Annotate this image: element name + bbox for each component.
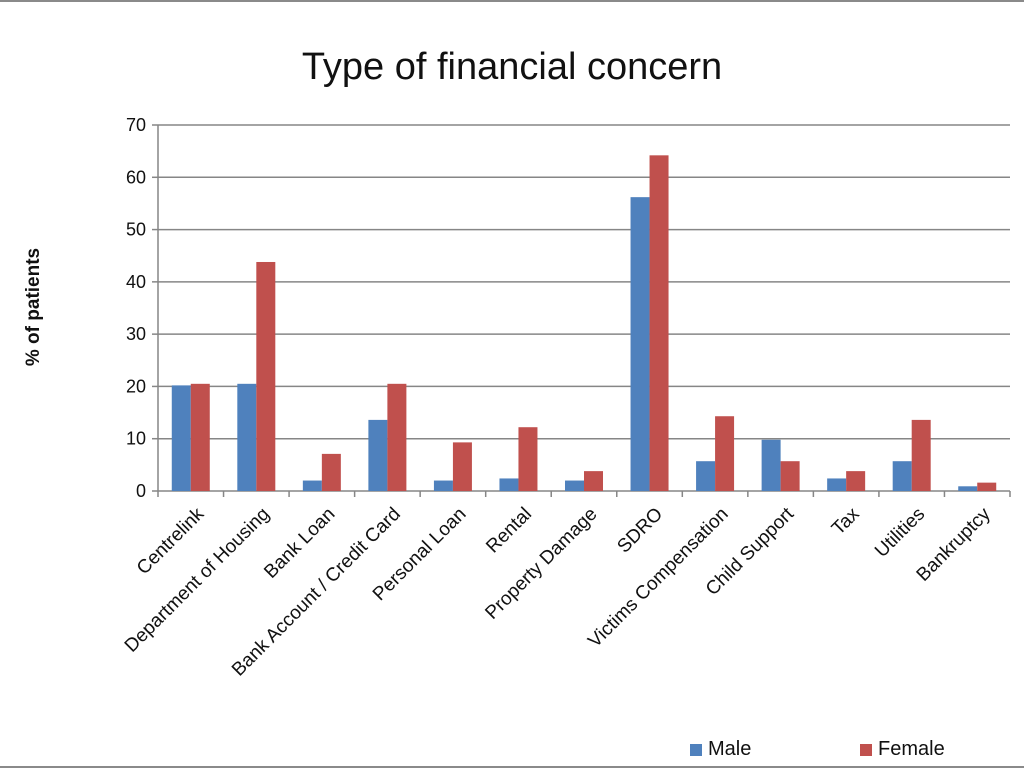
bar-male bbox=[302, 480, 322, 491]
bar-female bbox=[452, 442, 472, 491]
chart-title: Type of financial concern bbox=[301, 46, 723, 88]
bar-female bbox=[911, 419, 931, 491]
legend-label: Male bbox=[708, 738, 752, 760]
y-tick-label: 30 bbox=[126, 324, 146, 344]
bar-female bbox=[321, 453, 341, 491]
bar-male bbox=[761, 439, 781, 491]
y-tick-label: 60 bbox=[126, 167, 146, 187]
y-tick-label: 0 bbox=[136, 481, 146, 501]
category-label: Property Damage bbox=[481, 504, 601, 624]
bar-male bbox=[565, 480, 584, 491]
y-tick-label: 20 bbox=[126, 376, 146, 396]
bar-female bbox=[256, 261, 276, 491]
bar-male bbox=[630, 197, 650, 491]
y-tick-label: 70 bbox=[126, 115, 146, 135]
bar-male bbox=[499, 478, 519, 491]
bar-female bbox=[715, 416, 735, 491]
bar-male bbox=[958, 486, 978, 491]
y-tick-label: 10 bbox=[126, 429, 146, 449]
legend-swatch bbox=[690, 743, 702, 756]
bar-male bbox=[368, 419, 388, 491]
bar-male bbox=[696, 461, 716, 491]
bar-male bbox=[237, 383, 257, 491]
bar-female bbox=[387, 383, 407, 491]
category-label: Rental bbox=[482, 504, 536, 558]
legend-label: Female bbox=[878, 738, 945, 760]
bar-female bbox=[780, 461, 800, 491]
bar-male bbox=[827, 478, 847, 491]
bar-female bbox=[190, 383, 210, 491]
bar-female bbox=[584, 471, 603, 491]
bar-female bbox=[977, 482, 997, 491]
bar-male bbox=[433, 480, 453, 491]
category-label: Tax bbox=[828, 503, 864, 539]
bar-male bbox=[892, 461, 912, 491]
legend: Male Female bbox=[0, 738, 1024, 762]
bar-female bbox=[649, 155, 669, 491]
legend-swatch bbox=[860, 743, 872, 756]
bar-female bbox=[846, 471, 866, 491]
y-tick-label: 40 bbox=[126, 272, 146, 292]
bar-female bbox=[518, 427, 538, 491]
y-tick-label: 50 bbox=[126, 220, 146, 240]
legend-item-female: Female bbox=[860, 738, 945, 761]
legend-item-male: Male bbox=[690, 738, 751, 761]
bar-male bbox=[171, 385, 191, 491]
category-label: SDRO bbox=[613, 504, 667, 558]
category-label: Utilities bbox=[871, 504, 929, 562]
